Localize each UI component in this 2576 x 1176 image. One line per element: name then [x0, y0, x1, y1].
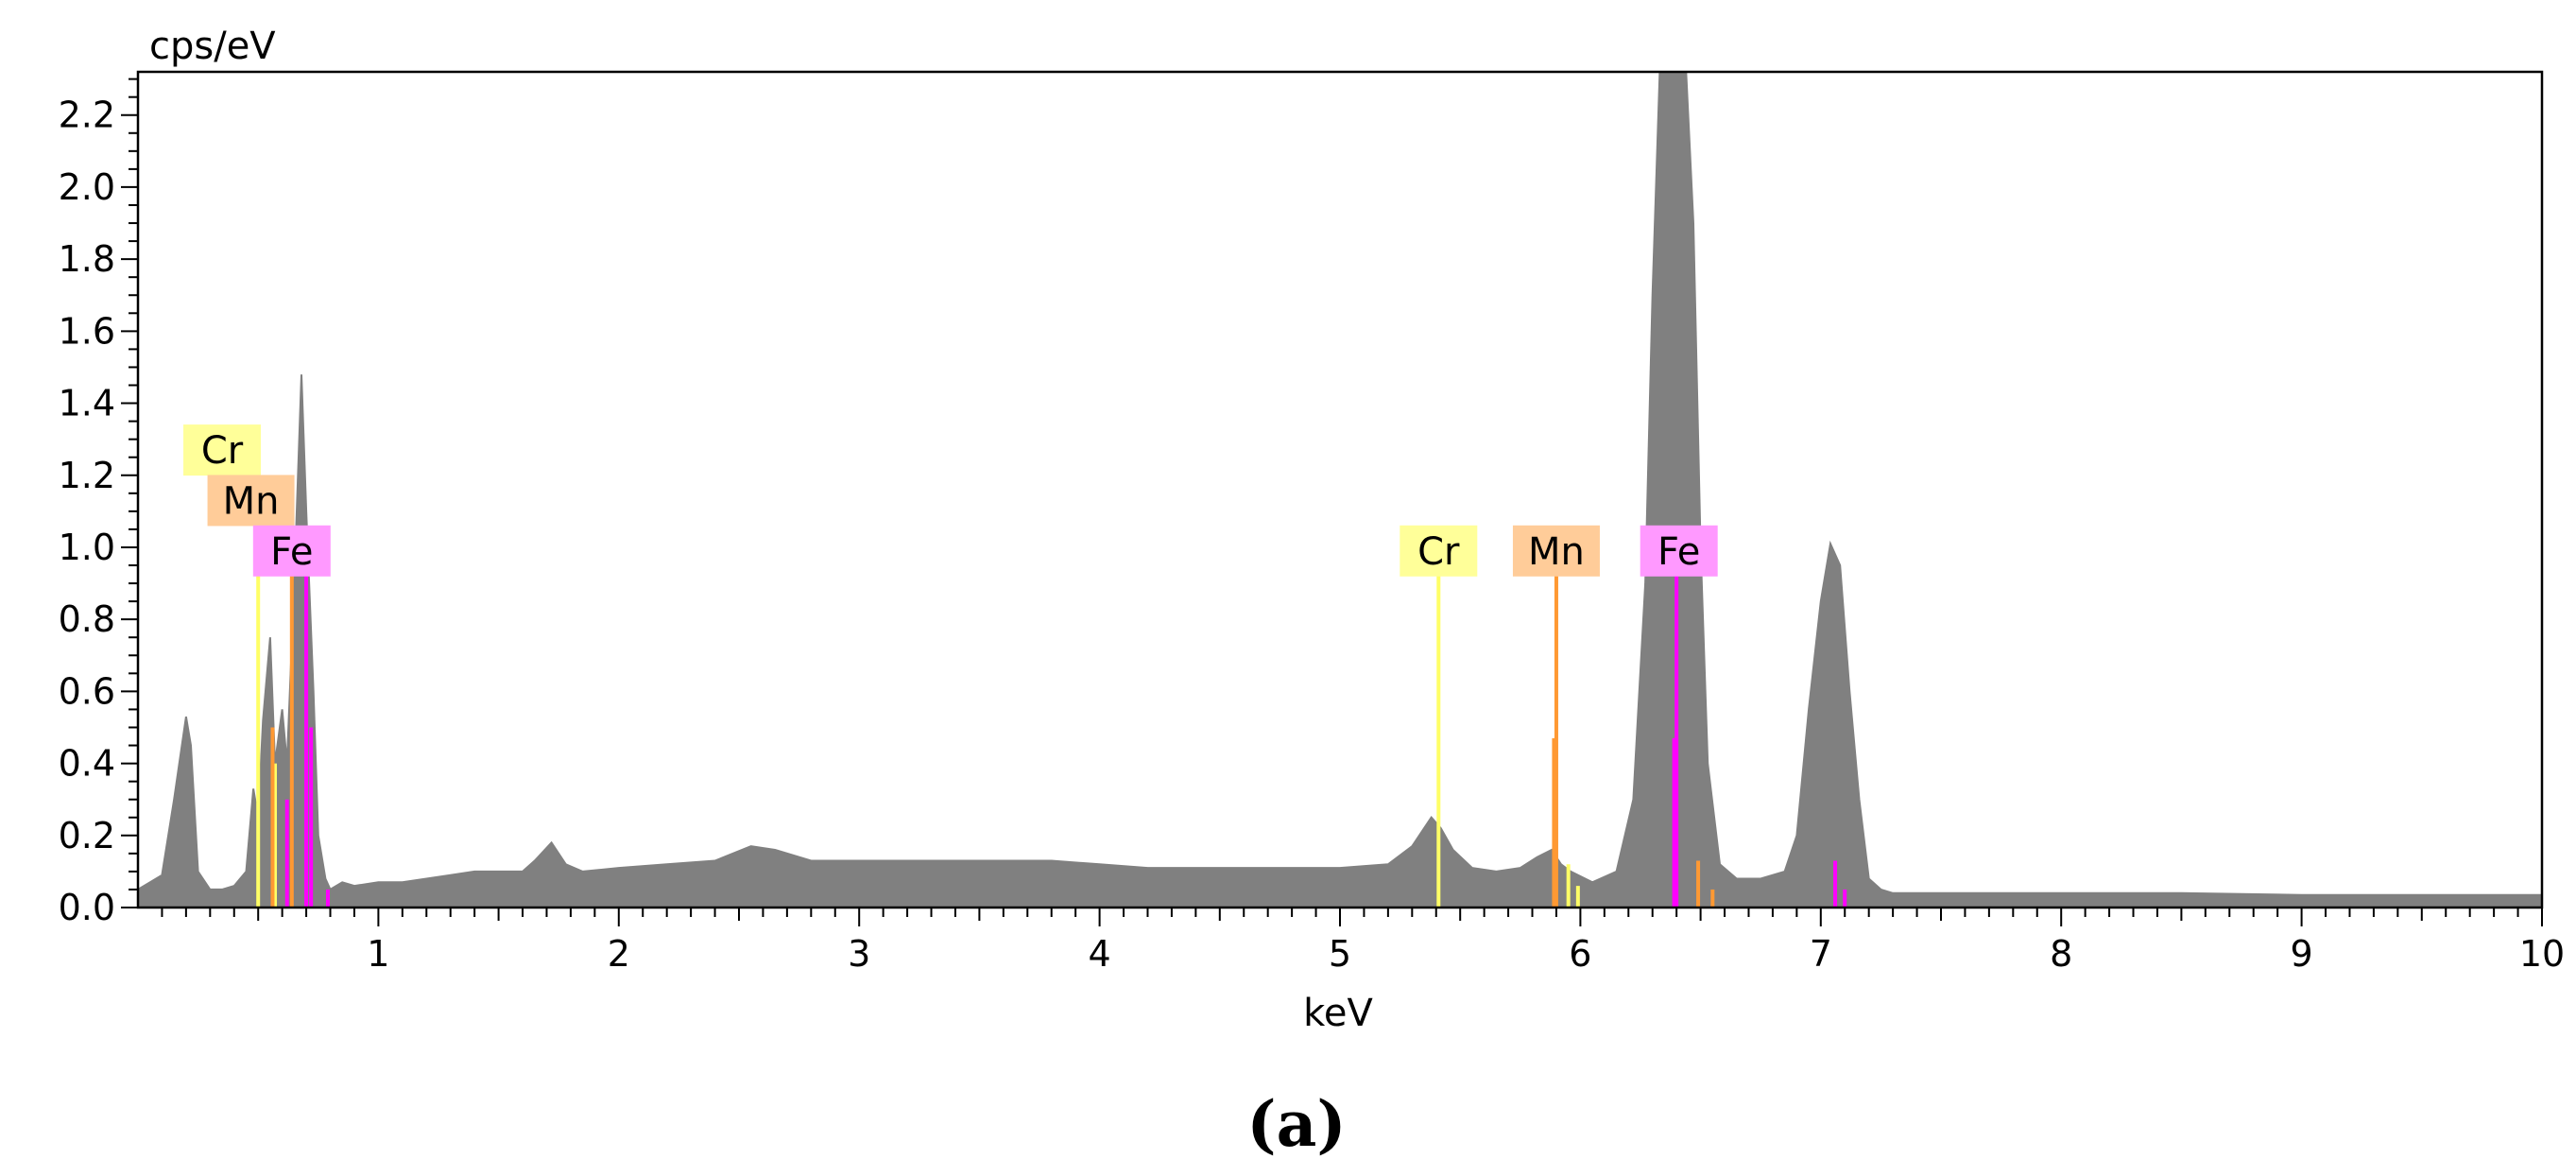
y-tick-label: 2.2	[59, 95, 115, 136]
element-label-box	[207, 475, 295, 527]
element-label-box	[183, 424, 262, 476]
y-tick-label: 1.2	[59, 455, 115, 496]
element-label-text: Fe	[270, 530, 313, 574]
x-tick-label: 6	[1569, 933, 1591, 975]
element-label-box	[1512, 525, 1600, 577]
plot-frame	[136, 70, 2544, 909]
y-tick-label: 0.8	[59, 598, 115, 640]
x-tick-label: 5	[1329, 933, 1351, 975]
y-tick-label: 1.6	[59, 310, 115, 352]
element-label-mn: Mn	[207, 475, 295, 527]
element-label-cr: Cr	[1400, 525, 1478, 577]
x-tick-label: 2	[608, 933, 630, 975]
element-label-text: Mn	[223, 479, 280, 523]
y-tick-label: 0.6	[59, 670, 115, 712]
x-tick-label: 10	[2519, 933, 2565, 975]
element-label-text: Mn	[1528, 530, 1585, 574]
element-label-box	[1640, 525, 1718, 577]
axes: 0.0 0.2 0.4 0.6 0.8 1.0 1.2 1.4 1.6 1.8 2.0 2.2 1 2 3 4…	[59, 70, 2565, 975]
element-label-box	[1400, 525, 1478, 577]
spectrum-area	[138, 72, 2542, 908]
element-label-text: Cr	[1417, 530, 1460, 574]
element-label-fe: Fe	[252, 525, 331, 577]
y-tick-label: 1.4	[59, 383, 115, 424]
plot-area	[138, 72, 2542, 908]
x-tick-label: 4	[1089, 933, 1111, 975]
element-label-mn: Mn	[1512, 525, 1600, 577]
figure-caption: (a)	[1246, 1087, 1346, 1161]
x-tick-label: 9	[2291, 933, 2313, 975]
y-tick-label: 2.0	[59, 166, 115, 208]
x-axis-title: keV	[1303, 992, 1373, 1035]
element-label-fe: Fe	[1640, 525, 1718, 577]
y-tick-label: 0.2	[59, 815, 115, 856]
y-tick-label: 1.0	[59, 527, 115, 568]
element-label-text: Cr	[201, 429, 244, 473]
element-label-cr: Cr	[183, 424, 262, 476]
x-tick-label: 3	[848, 933, 870, 975]
element-lines	[256, 572, 1847, 908]
x-tick-label: 1	[367, 933, 389, 975]
y-tick-label: 0.0	[59, 887, 115, 928]
y-tick-label: 1.8	[59, 238, 115, 280]
element-label-box	[252, 525, 331, 577]
element-label-text: Fe	[1657, 530, 1700, 574]
x-tick-label: 7	[1810, 933, 1832, 975]
y-tick-label: 0.4	[59, 743, 115, 785]
x-tick-label: 8	[2050, 933, 2072, 975]
element-labels: Cr Mn Fe Cr Mn Fe	[183, 424, 1718, 577]
y-axis-title: cps/eV	[149, 25, 276, 68]
